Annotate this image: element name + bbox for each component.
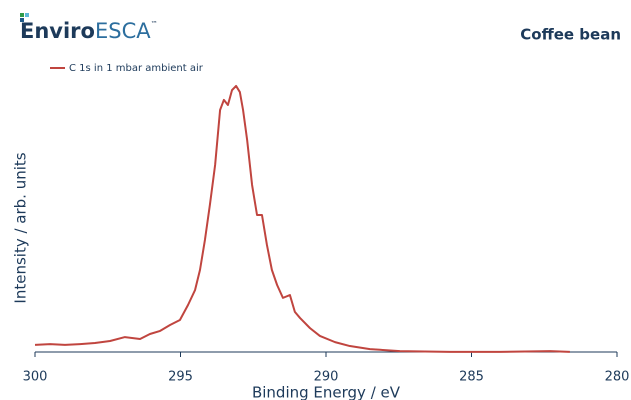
x-tick-label: 280 bbox=[605, 370, 630, 385]
x-tick-label: 285 bbox=[459, 370, 484, 385]
logo-light: ESCA bbox=[95, 19, 151, 43]
logo-icon bbox=[20, 13, 29, 22]
logo: EnviroESCA™ bbox=[20, 19, 158, 43]
x-tick-label: 290 bbox=[314, 370, 339, 385]
x-axis-label: Binding Energy / eV bbox=[252, 384, 401, 400]
chart-title: Coffee bean bbox=[520, 26, 621, 44]
logo-strong: Enviro bbox=[20, 19, 95, 43]
x-tick-label: 300 bbox=[23, 370, 48, 385]
legend-label: C 1s in 1 mbar ambient air bbox=[69, 63, 204, 74]
y-axis-label: Intensity / arb. units bbox=[12, 152, 30, 303]
data-line bbox=[34, 84, 570, 353]
logo-mark: ™ bbox=[151, 20, 158, 28]
x-tick-label: 295 bbox=[168, 370, 193, 385]
